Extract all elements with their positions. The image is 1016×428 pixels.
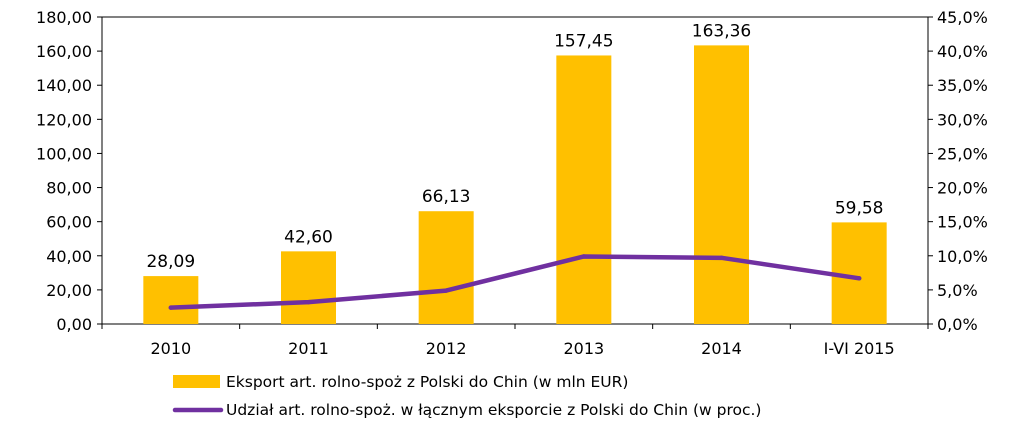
line-series-path xyxy=(168,254,862,310)
legend-label-bar: Eksport art. rolno-spoż z Polski do Chin… xyxy=(226,373,628,391)
x-tick-label: 2010 xyxy=(150,339,191,358)
x-tick-label: 2014 xyxy=(701,339,742,358)
line-point xyxy=(856,276,862,281)
legend-label-line: Udział art. rolno-spoż. w łącznym ekspor… xyxy=(226,401,761,419)
bar xyxy=(418,211,474,324)
y-left-tick-label: 180,00 xyxy=(36,8,92,27)
line-point xyxy=(719,255,724,261)
line-point xyxy=(306,299,311,305)
plot-frame xyxy=(101,16,929,325)
bar xyxy=(831,222,887,324)
y-left-tick-label: 100,00 xyxy=(36,144,92,163)
y-right-tick-label: 30,0% xyxy=(937,110,988,129)
y-right-tick-label: 25,0% xyxy=(937,144,988,163)
y-right-tick-label: 0,0% xyxy=(937,315,978,334)
bar-data-label: 163,36 xyxy=(692,21,751,41)
y-right-tick-label: 5,0% xyxy=(937,281,978,300)
data-labels: 28,09 42,60 66,13 157,45 163,36 59,58 xyxy=(146,21,883,272)
legend: Eksport art. rolno-spoż z Polski do Chin… xyxy=(172,373,761,419)
y-left-tick-label: 80,00 xyxy=(46,179,92,198)
bar-data-label: 157,45 xyxy=(554,31,613,51)
y-left-tick-label: 140,00 xyxy=(36,76,92,95)
y-left-tick-label: 0,00 xyxy=(56,315,92,334)
bar xyxy=(556,55,612,325)
y-left-tick-label: 40,00 xyxy=(46,247,92,266)
bar-data-label: 28,09 xyxy=(146,252,195,272)
y-left-tick-label: 60,00 xyxy=(46,213,92,232)
y-right-tick-label: 20,0% xyxy=(937,179,988,198)
y-right-tick-label: 40,0% xyxy=(937,42,988,61)
plot-area-border xyxy=(101,16,929,325)
y-left-tick-label: 20,00 xyxy=(46,281,92,300)
y-left-tick-label: 160,00 xyxy=(36,42,92,61)
y-left-tick-label: 120,00 xyxy=(36,110,92,129)
x-tick-label: I-VI 2015 xyxy=(824,339,895,358)
bar xyxy=(694,45,749,325)
x-tick-label: 2013 xyxy=(563,339,604,358)
bar-data-label: 59,58 xyxy=(835,198,884,218)
y-right-tick-label: 15,0% xyxy=(937,213,988,232)
line-series xyxy=(168,254,862,310)
y-right-tick-label: 10,0% xyxy=(937,247,988,266)
legend-swatch-bar xyxy=(173,375,220,388)
bar xyxy=(143,276,199,324)
x-tick-label: 2011 xyxy=(288,339,329,358)
bar-series xyxy=(143,45,887,325)
bar xyxy=(281,251,336,324)
x-tick-label: 2012 xyxy=(426,339,467,358)
line-point xyxy=(443,288,449,293)
y-right-tick-label: 35,0% xyxy=(937,76,988,95)
bar-data-label: 42,60 xyxy=(284,227,333,247)
y-right-tick-label: 45,0% xyxy=(937,8,988,27)
line-point xyxy=(581,254,587,259)
line-point xyxy=(168,305,174,310)
axis-ticks: 0,00 20,00 40,00 60,00 80,00 100,00 120,00 140,… xyxy=(36,8,988,358)
bar-data-label: 66,13 xyxy=(422,187,471,207)
